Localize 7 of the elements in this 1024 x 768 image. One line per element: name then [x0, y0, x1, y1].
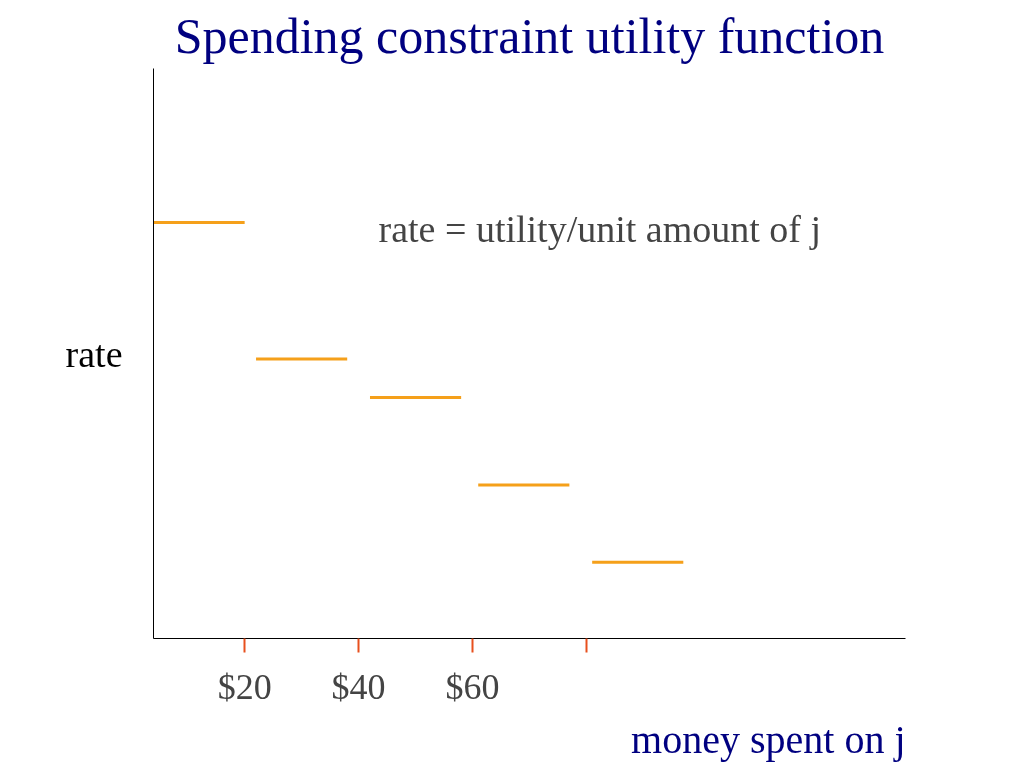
x-tick-label: $40: [331, 666, 386, 707]
x-tick-label: $20: [217, 666, 272, 707]
x-tick-label: $60: [445, 666, 500, 707]
chart-title: Spending constraint utility function: [174, 7, 885, 64]
x-axis-title: money spent on j: [631, 716, 906, 762]
y-axis-title: rate: [65, 332, 123, 375]
annotation: rate = utility/unit amount of j: [378, 207, 822, 250]
